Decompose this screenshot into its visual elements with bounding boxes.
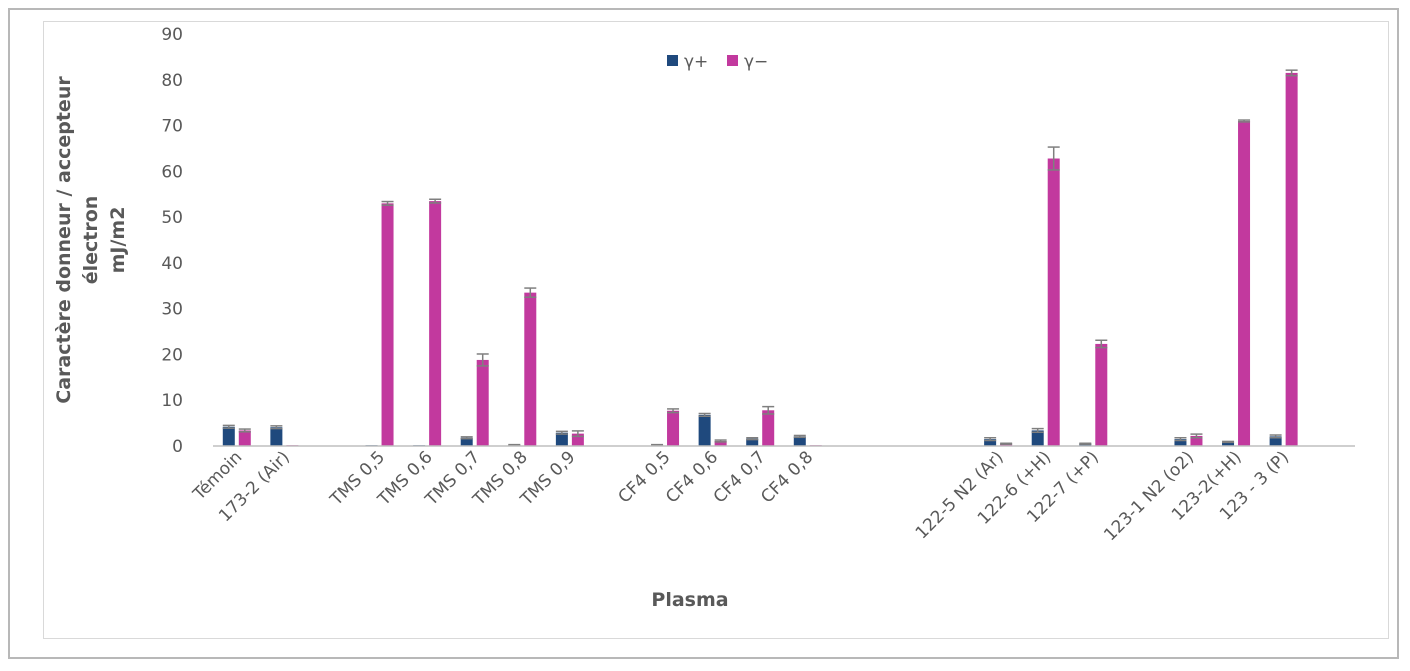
- x-category-label: CF4 0,5: [615, 447, 675, 507]
- y-tick-label: 60: [161, 162, 183, 182]
- y-tick-label: 10: [161, 391, 183, 411]
- bar-gamma-minus: [1047, 158, 1060, 446]
- y-tick-label: 80: [161, 71, 183, 91]
- y-tick-label: 40: [161, 254, 183, 274]
- bar-gamma-plus: [1222, 441, 1235, 446]
- bar-gamma-plus: [222, 426, 235, 446]
- bar-gamma-plus: [984, 439, 997, 446]
- bar-gamma-minus: [1190, 435, 1203, 446]
- bar-gamma-plus: [746, 438, 759, 446]
- bar-gamma-minus: [762, 410, 775, 446]
- y-tick-label: 30: [161, 300, 183, 320]
- y-tick-label: 50: [161, 208, 183, 228]
- bar-gamma-minus: [238, 430, 251, 446]
- bar-gamma-minus: [1285, 72, 1298, 447]
- bar-gamma-minus: [714, 440, 727, 446]
- y-axis-title-line: mJ/m2: [107, 207, 129, 274]
- bar-gamma-plus: [555, 432, 568, 446]
- bar-gamma-minus: [1238, 120, 1251, 446]
- chart-plot-area-frame: [43, 21, 1389, 639]
- bar-gamma-plus: [698, 414, 711, 446]
- bar-gamma-minus: [381, 203, 394, 446]
- bar-gamma-plus: [460, 437, 473, 446]
- x-category-label: CF4 0,6: [662, 447, 722, 507]
- y-axis-title-line: électron: [80, 196, 102, 285]
- y-axis-ticks: 0 10 20 30 40 50 60 70 80 90: [161, 25, 183, 457]
- bar-gamma-plus: [793, 436, 806, 446]
- legend: γ+ γ−: [667, 52, 768, 72]
- bar-gamma-minus: [1095, 343, 1108, 446]
- y-tick-label: 20: [161, 345, 183, 365]
- x-axis-title: Plasma: [651, 589, 728, 611]
- bar-gamma-plus: [1269, 436, 1282, 446]
- bar-gamma-plus: [1031, 430, 1044, 446]
- bar-gamma-plus: [270, 427, 283, 446]
- y-tick-label: 0: [172, 437, 183, 457]
- x-category-label: CF4 0,7: [710, 447, 770, 507]
- bar-gamma-minus: [429, 201, 442, 446]
- bar-gamma-plus: [1174, 439, 1187, 446]
- bar-gamma-minus: [667, 410, 680, 446]
- y-tick-label: 90: [161, 25, 183, 45]
- legend-label: γ+: [684, 52, 708, 72]
- y-axis-title-line: Caractère donneur / accepteur: [53, 76, 75, 404]
- bar-gamma-minus: [524, 292, 537, 446]
- legend-swatch: [727, 55, 738, 66]
- bar-gamma-minus: [476, 359, 489, 446]
- y-tick-label: 70: [161, 117, 183, 137]
- bars: [222, 69, 1298, 447]
- y-axis-title: Caractère donneur / accepteur électron mJ/…: [53, 76, 129, 404]
- x-category-label: CF4 0,8: [757, 447, 817, 507]
- legend-swatch: [667, 55, 678, 66]
- legend-label: γ−: [744, 52, 768, 72]
